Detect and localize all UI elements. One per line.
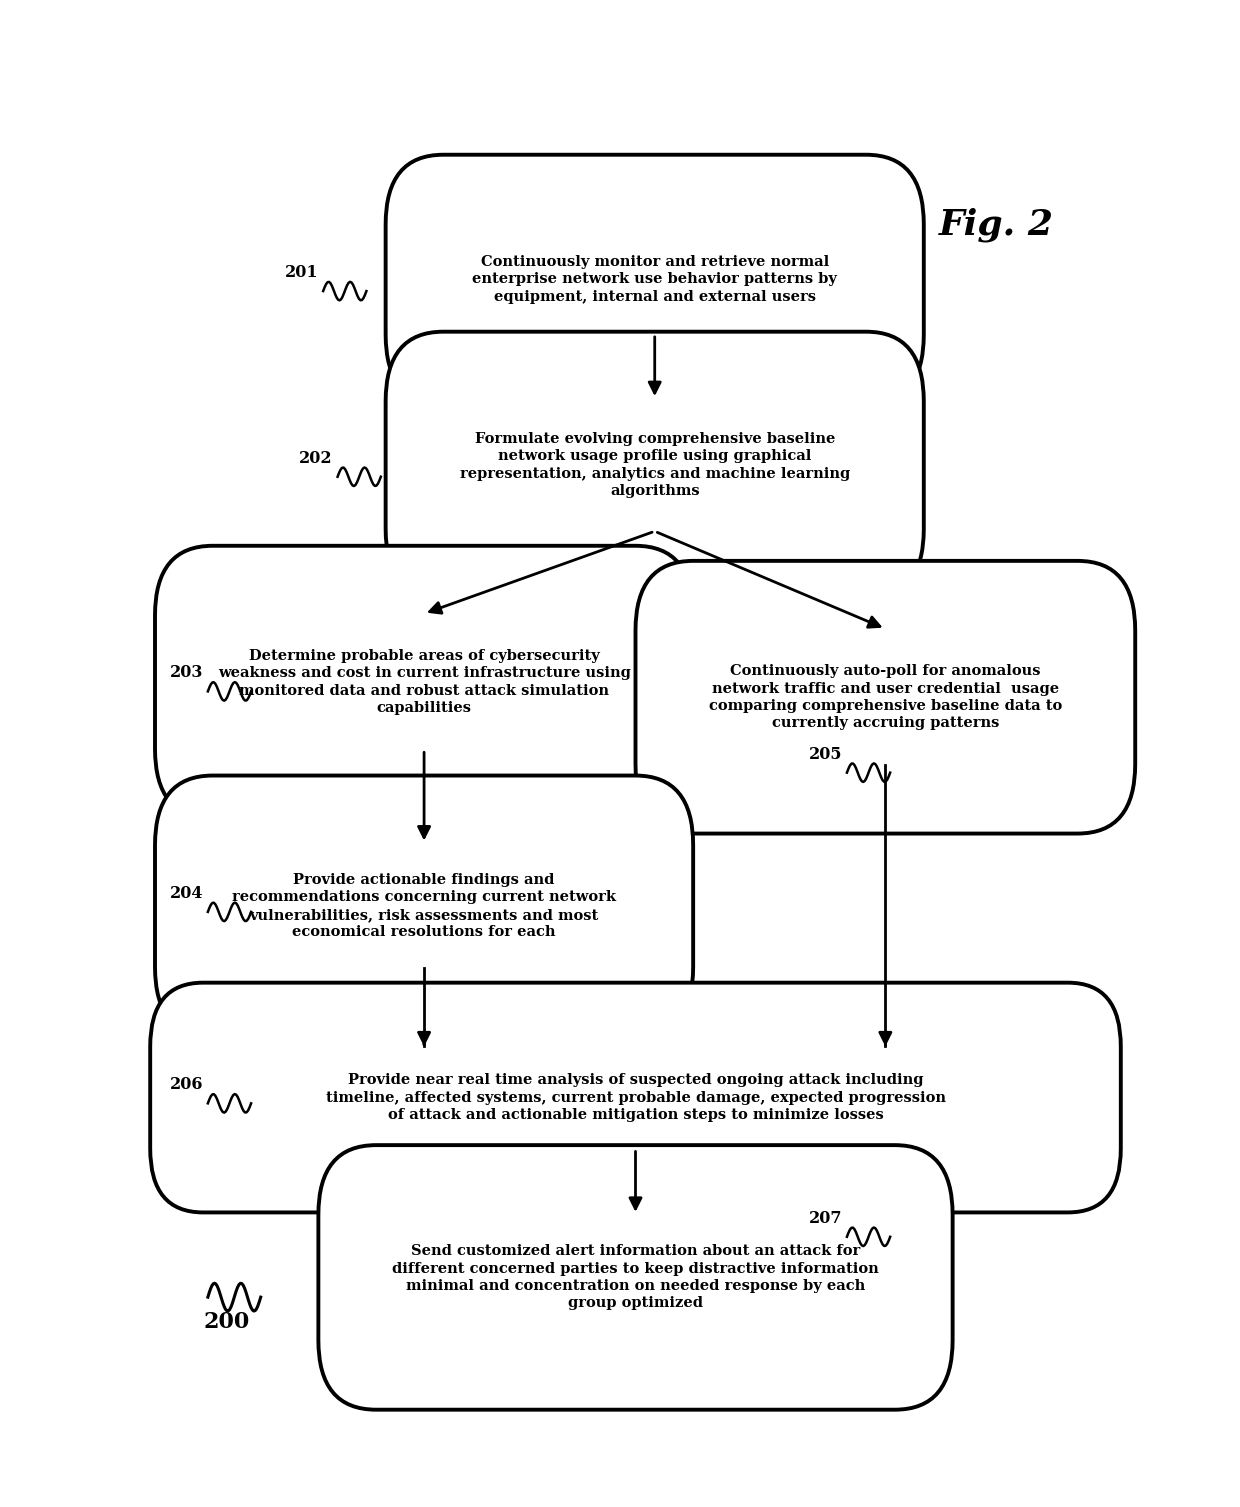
Text: Send customized alert information about an attack for
different concerned partie: Send customized alert information about …	[392, 1245, 879, 1311]
Text: 201: 201	[285, 264, 319, 280]
Text: Formulate evolving comprehensive baseline
network usage profile using graphical
: Formulate evolving comprehensive baselin…	[460, 433, 849, 499]
Text: 200: 200	[203, 1311, 249, 1334]
FancyBboxPatch shape	[319, 1145, 952, 1409]
FancyBboxPatch shape	[635, 561, 1136, 833]
Text: Determine probable areas of cybersecurity
weakness and cost in current infrastru: Determine probable areas of cybersecurit…	[218, 650, 630, 716]
Text: Provide near real time analysis of suspected ongoing attack including
timeline, : Provide near real time analysis of suspe…	[325, 1073, 945, 1121]
Text: Fig. 2: Fig. 2	[939, 208, 1053, 243]
FancyBboxPatch shape	[155, 546, 693, 818]
Text: 204: 204	[170, 885, 203, 901]
FancyBboxPatch shape	[386, 332, 924, 598]
FancyBboxPatch shape	[386, 155, 924, 404]
Text: Provide actionable findings and
recommendations concerning current network
vulne: Provide actionable findings and recommen…	[232, 873, 616, 939]
Text: 207: 207	[808, 1210, 842, 1227]
Text: 202: 202	[299, 449, 332, 467]
Text: Continuously monitor and retrieve normal
enterprise network use behavior pattern: Continuously monitor and retrieve normal…	[472, 255, 837, 304]
FancyBboxPatch shape	[155, 776, 693, 1037]
Text: 203: 203	[170, 665, 203, 681]
FancyBboxPatch shape	[150, 983, 1121, 1213]
Text: Continuously auto-poll for anomalous
network traffic and user credential  usage
: Continuously auto-poll for anomalous net…	[709, 665, 1061, 731]
Text: 206: 206	[170, 1076, 203, 1093]
Text: 205: 205	[808, 746, 842, 763]
